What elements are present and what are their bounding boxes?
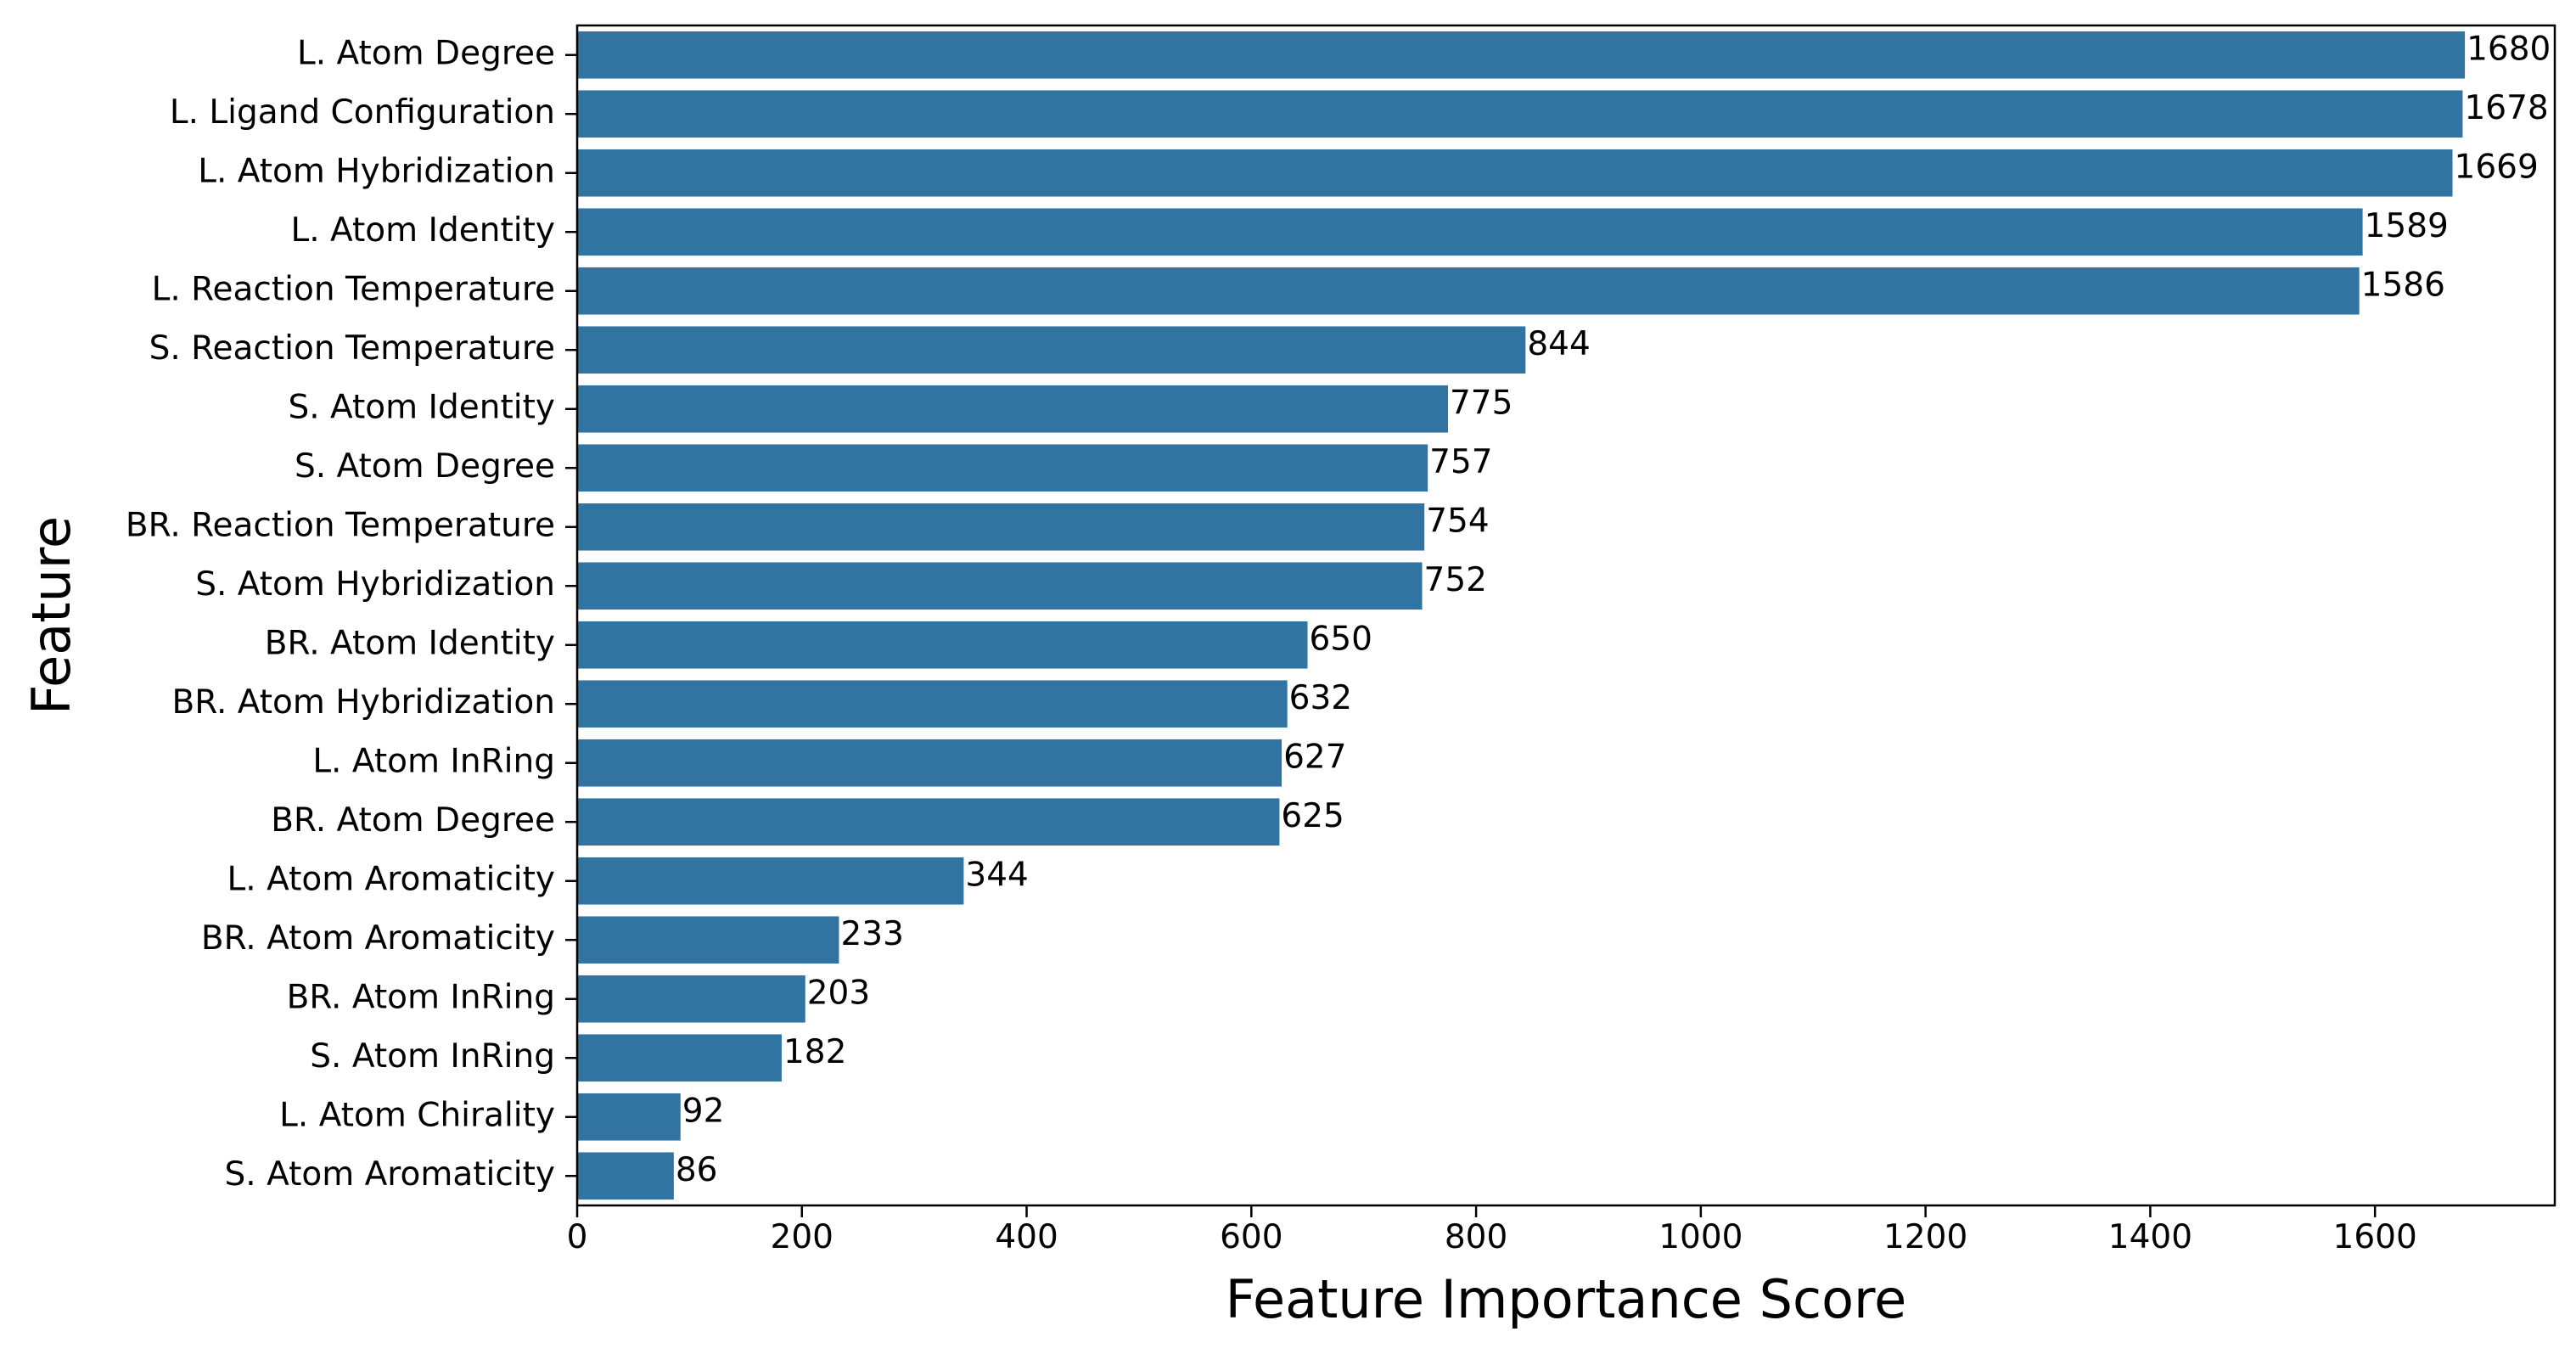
bar-value-label: 632: [1289, 679, 1352, 717]
bar-value-label: 344: [965, 856, 1028, 894]
bar: [577, 1034, 782, 1082]
y-tick-label: BR. Reaction Temperature: [126, 506, 555, 544]
bar: [577, 739, 1282, 787]
x-tick-label: 1600: [2333, 1218, 2417, 1256]
y-tick-label: L. Atom InRing: [312, 742, 555, 780]
y-tick-label: BR. Atom Hybridization: [172, 683, 556, 722]
bar: [577, 267, 2360, 315]
bar-value-label: 1589: [2365, 207, 2449, 245]
y-tick-label: L. Ligand Configuration: [170, 93, 555, 132]
bar: [577, 326, 1526, 374]
bar-value-label: 650: [1310, 620, 1372, 658]
bar-value-label: 1586: [2361, 266, 2445, 304]
bar: [577, 149, 2453, 197]
y-tick-label: L. Atom Hybridization: [198, 152, 555, 190]
bar: [577, 621, 1308, 669]
y-tick-label: S. Atom Hybridization: [195, 565, 555, 604]
y-tick-label: S. Atom Identity: [288, 388, 555, 426]
bar-value-label: 752: [1424, 561, 1487, 599]
bar: [577, 503, 1425, 551]
y-tick-label: BR. Atom Degree: [271, 801, 555, 840]
bar: [577, 680, 1288, 728]
y-tick-label: L. Atom Identity: [290, 211, 555, 250]
bar-value-label: 1680: [2467, 30, 2551, 68]
bar-value-label: 86: [676, 1151, 718, 1189]
bar-value-label: 233: [840, 915, 903, 953]
x-tick-label: 0: [567, 1218, 588, 1256]
y-tick-label: L. Atom Chirality: [279, 1096, 555, 1134]
y-tick-label: L. Reaction Temperature: [152, 270, 555, 308]
bar: [577, 916, 839, 964]
y-axis-ticks: L. Atom Degree L. Ligand Configuration L. …: [126, 34, 577, 1194]
bar-value-label: 203: [807, 974, 870, 1012]
bar-value-label: 182: [783, 1033, 846, 1071]
bar: [577, 1093, 681, 1141]
bar: [577, 385, 1448, 433]
bar: [577, 1152, 674, 1200]
x-tick-label: 1200: [1883, 1218, 1967, 1256]
bar: [577, 562, 1423, 610]
x-tick-label: 1000: [1658, 1218, 1743, 1256]
x-axis-ticks: 0 200 400 600 800 1000 1200 1400 1600: [567, 1205, 2417, 1256]
y-tick-label: L. Atom Degree: [297, 34, 555, 72]
bar: [577, 444, 1428, 492]
x-tick-label: 600: [1220, 1218, 1282, 1256]
bar: [577, 90, 2463, 138]
bar: [577, 31, 2466, 79]
y-tick-label: BR. Atom Identity: [265, 624, 555, 662]
x-tick-label: 1400: [2108, 1218, 2192, 1256]
bar-value-label: 625: [1281, 797, 1344, 835]
x-tick-label: 800: [1445, 1218, 1507, 1256]
y-tick-label: BR. Atom Aromaticity: [201, 919, 555, 958]
bar-value-label: 844: [1527, 325, 1590, 363]
y-tick-label: S. Atom Aromaticity: [225, 1155, 555, 1194]
plot-frame: [575, 24, 2556, 1207]
bar-value-label: 627: [1283, 738, 1346, 776]
y-axis-title: Feature: [20, 516, 82, 715]
bar: [577, 975, 805, 1023]
bar-value-label: 1669: [2455, 148, 2539, 186]
bar-value-label: 92: [682, 1092, 725, 1130]
bar: [577, 208, 2363, 256]
y-tick-label: S. Reaction Temperature: [149, 329, 555, 368]
y-tick-label: L. Atom Aromaticity: [227, 860, 555, 898]
bar-value-label: 1678: [2464, 89, 2548, 127]
bar: [577, 857, 964, 905]
y-tick-label: BR. Atom InRing: [287, 978, 555, 1016]
bar: [577, 798, 1280, 846]
bar-value-label: 775: [1450, 384, 1512, 422]
x-axis-title: Feature Importance Score: [1226, 1268, 1907, 1330]
x-tick-label: 400: [995, 1218, 1058, 1256]
bar-value-label: 757: [1429, 443, 1492, 481]
y-tick-label: S. Atom InRing: [310, 1037, 555, 1076]
bar-value-label: 754: [1426, 502, 1489, 540]
y-tick-label: S. Atom Degree: [295, 447, 555, 486]
x-tick-label: 200: [771, 1218, 833, 1256]
